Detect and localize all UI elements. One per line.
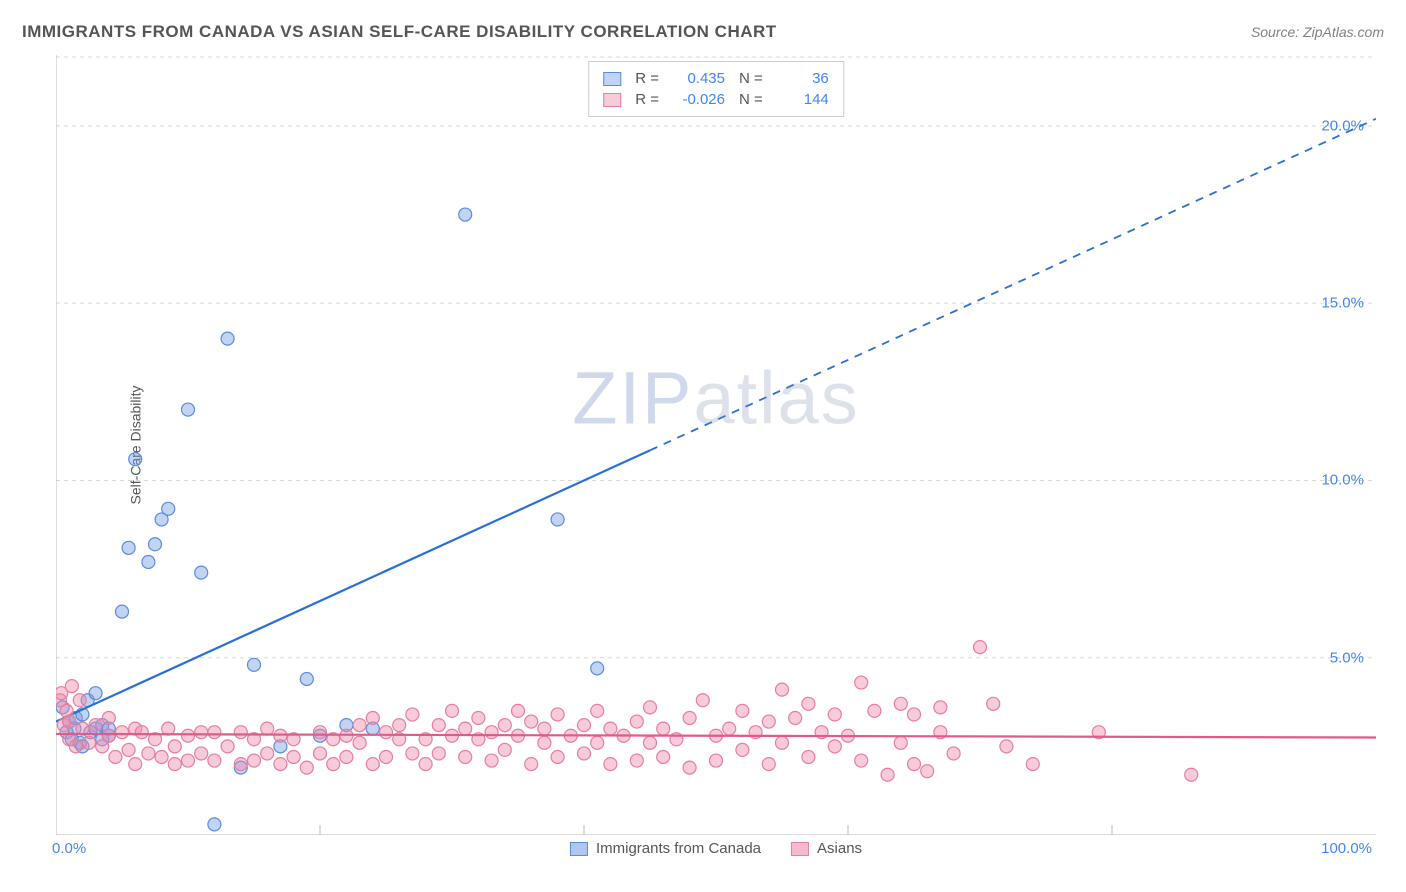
r-value-series1: 0.435: [669, 70, 725, 87]
stats-row-series1: R = 0.435 N = 36: [603, 68, 829, 89]
plot-area: Self-Care Disability ZIPatlas R = 0.435 …: [56, 55, 1376, 835]
legend-item-series1: Immigrants from Canada: [570, 840, 761, 857]
stats-legend: R = 0.435 N = 36 R = -0.026 N = 144: [588, 61, 844, 117]
r-value-series2: -0.026: [669, 91, 725, 108]
n-value-series2: 144: [773, 91, 829, 108]
legend-label-series2: Asians: [817, 840, 862, 857]
n-label: N =: [739, 70, 763, 87]
swatch-series2: [791, 842, 809, 856]
y-tick-label: 5.0%: [1330, 649, 1364, 666]
r-label: R =: [635, 91, 659, 108]
r-label: R =: [635, 70, 659, 87]
series-legend: Immigrants from Canada Asians: [570, 840, 862, 857]
swatch-series1: [570, 842, 588, 856]
swatch-series1: [603, 72, 621, 86]
n-value-series1: 36: [773, 70, 829, 87]
swatch-series2: [603, 93, 621, 107]
chart-title: IMMIGRANTS FROM CANADA VS ASIAN SELF-CAR…: [22, 22, 777, 42]
x-tick-max: 100.0%: [1321, 840, 1372, 857]
chart-svg: [56, 55, 1376, 835]
source-attribution: Source: ZipAtlas.com: [1251, 24, 1384, 40]
legend-label-series1: Immigrants from Canada: [596, 840, 761, 857]
x-tick-min: 0.0%: [52, 840, 86, 857]
stats-row-series2: R = -0.026 N = 144: [603, 89, 829, 110]
y-tick-label: 10.0%: [1321, 472, 1364, 489]
y-tick-label: 20.0%: [1321, 117, 1364, 134]
y-tick-label: 15.0%: [1321, 295, 1364, 312]
n-label: N =: [739, 91, 763, 108]
legend-item-series2: Asians: [791, 840, 862, 857]
